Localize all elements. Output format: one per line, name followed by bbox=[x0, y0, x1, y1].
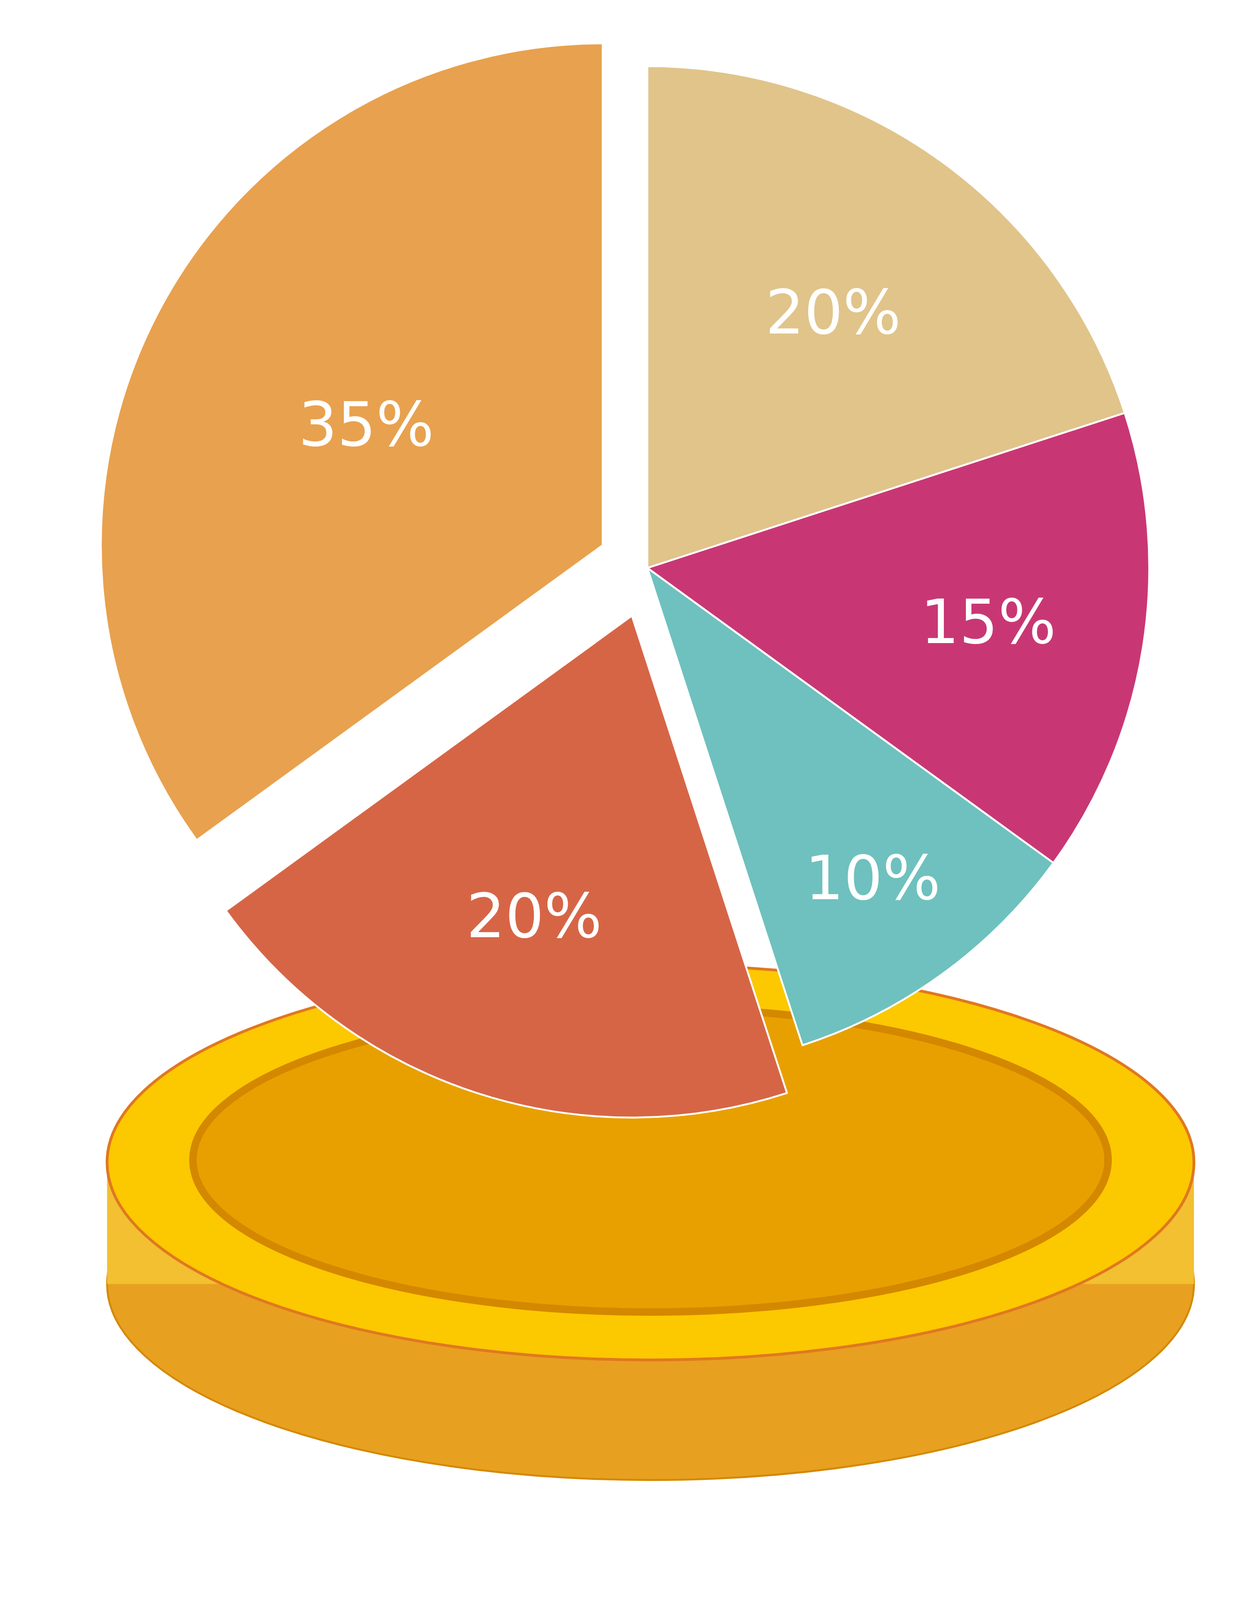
svg-text:15%: 15% bbox=[920, 586, 1056, 658]
svg-text:20%: 20% bbox=[765, 276, 902, 349]
svg-text:35%: 35% bbox=[298, 388, 434, 461]
svg-text:10%: 10% bbox=[804, 842, 941, 914]
svg-text:20%: 20% bbox=[466, 880, 602, 952]
